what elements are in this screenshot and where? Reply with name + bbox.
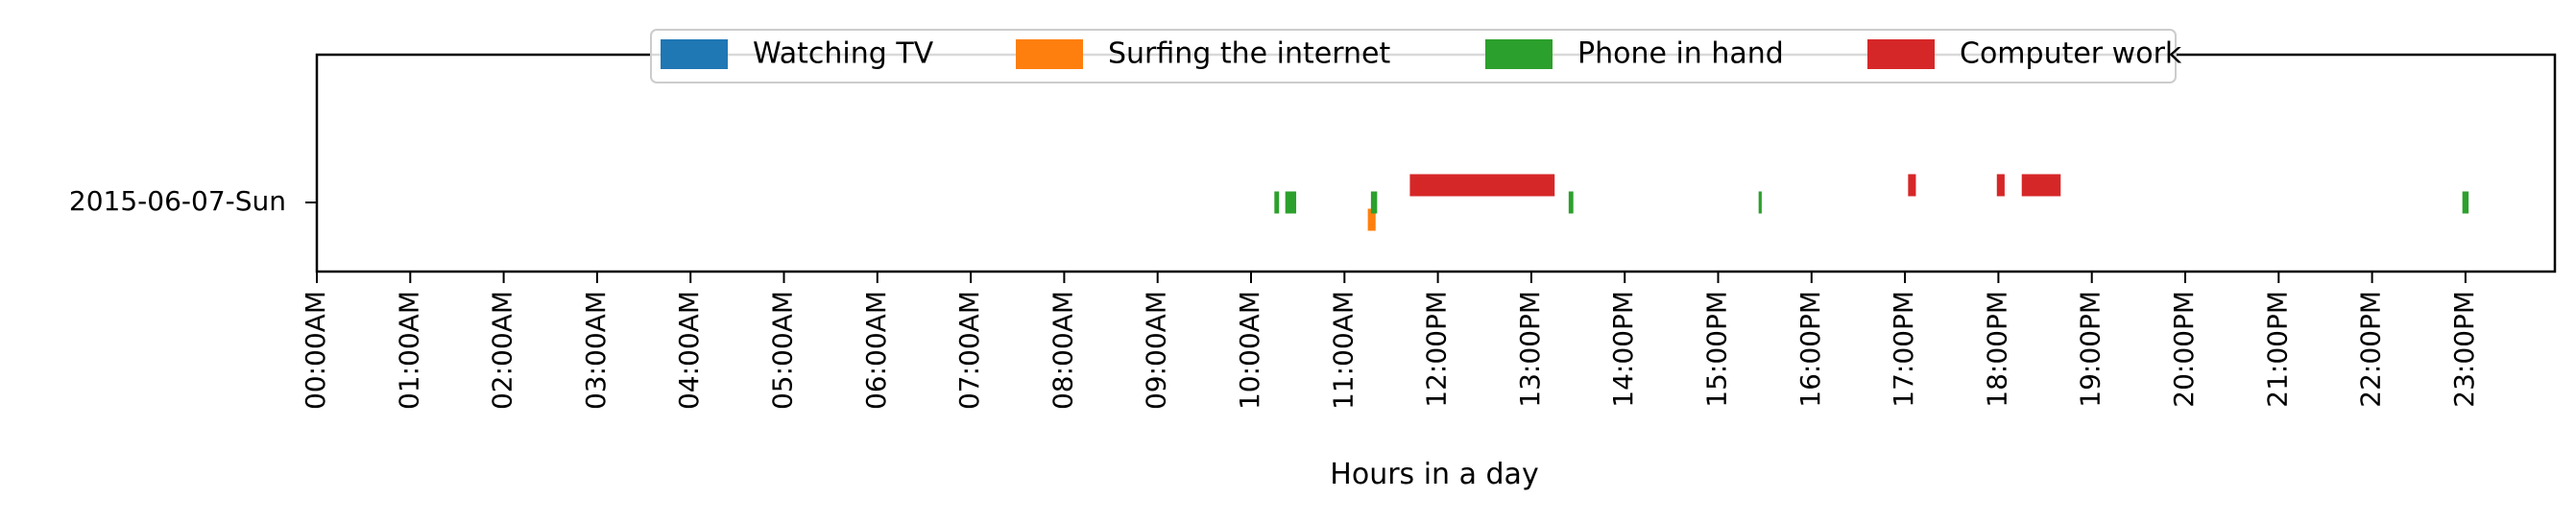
legend-label: Phone in hand: [1577, 37, 1784, 71]
x-tick-label: 10:00AM: [1234, 291, 1265, 410]
x-tick-label: 18:00PM: [1981, 291, 2012, 408]
y-tick-label: 2015-06-07-Sun: [69, 185, 286, 217]
x-tick-label: 21:00PM: [2261, 291, 2293, 408]
legend-swatch: [1485, 39, 1553, 69]
x-tick-label: 05:00AM: [767, 291, 799, 410]
legend-label: Surfing the internet: [1108, 37, 1390, 71]
x-tick-label: 06:00AM: [860, 291, 892, 410]
x-tick-label: 11:00AM: [1327, 291, 1359, 410]
x-tick-label: 09:00AM: [1141, 291, 1172, 410]
activity-bar: [1758, 191, 1762, 214]
legend-swatch: [661, 39, 728, 69]
activity-bar: [1409, 174, 1555, 197]
x-tick-label: 04:00AM: [673, 291, 705, 410]
x-tick-label: 12:00PM: [1421, 291, 1453, 408]
activity-bar: [1370, 191, 1378, 214]
y-axis: 2015-06-07-Sun: [69, 185, 317, 217]
x-tick-label: 00:00AM: [300, 291, 331, 410]
legend-label: Computer work: [1960, 37, 2182, 71]
activity-bar: [1367, 208, 1376, 231]
legend: Watching TV Surfing the internet Phone in …: [650, 29, 2182, 83]
x-tick-label: 16:00PM: [1794, 291, 1826, 408]
activity-bar: [1568, 191, 1574, 214]
activity-bars: [1274, 174, 2469, 231]
activity-bar: [2462, 191, 2469, 214]
x-tick-label: 19:00PM: [2075, 291, 2107, 408]
x-tick-label: 02:00AM: [487, 291, 518, 410]
x-tick-label: 08:00AM: [1047, 291, 1078, 410]
x-tick-label: 01:00AM: [393, 291, 424, 410]
x-tick-label: 15:00PM: [1701, 291, 1733, 408]
legend-swatch: [1016, 39, 1083, 69]
x-tick-label: 22:00PM: [2355, 291, 2387, 408]
activity-bar: [1908, 174, 1916, 197]
activity-bar: [2021, 174, 2061, 197]
x-tick-label: 23:00PM: [2448, 291, 2480, 408]
activity-bar: [1274, 191, 1280, 214]
activity-bar: [1996, 174, 2005, 197]
x-tick-label: 03:00AM: [580, 291, 612, 410]
x-tick-label: 14:00PM: [1607, 291, 1639, 408]
x-tick-label: 13:00PM: [1514, 291, 1546, 408]
x-tick-label: 17:00PM: [1888, 291, 1919, 408]
legend-swatch: [1867, 39, 1935, 69]
x-tick-label: 20:00PM: [2168, 291, 2200, 408]
x-ticks: 00:00AM 01:00AM 02:00AM 03:00AM 04:00AM 05:00…: [300, 272, 2480, 410]
activity-bar: [1285, 191, 1297, 214]
x-axis-label: Hours in a day: [1330, 458, 1538, 491]
legend-label: Watching TV: [753, 37, 934, 71]
plot-frame: [315, 53, 2557, 273]
x-tick-label: 07:00AM: [953, 291, 985, 410]
